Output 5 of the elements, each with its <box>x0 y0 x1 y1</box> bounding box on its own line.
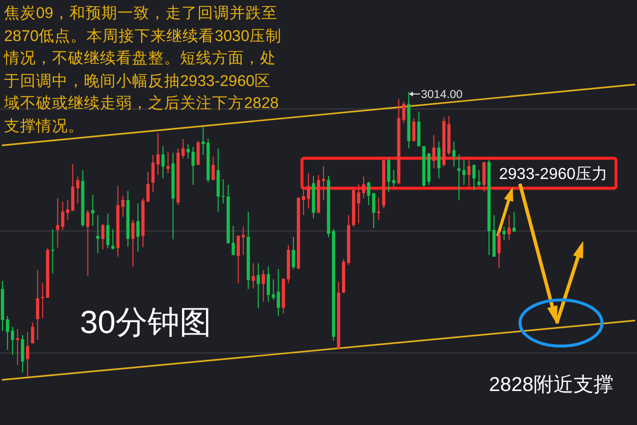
annotation: 2828附近支撑 <box>489 374 614 396</box>
annotation: 3014.00 <box>421 89 463 101</box>
annotation: 30分钟图 <box>80 304 212 340</box>
annotation: 焦炭09，和预期一致，走了回调并跌至2870低点。本周接下来继续看3030压制情况，不破继续看盘整。短线方面，处于回调中，晚间小幅反抽2933-2960区域不破或继续走弱，之后关注下方2828支撑情况。 <box>4 4 282 136</box>
annotation: 2933-2960压力 <box>499 165 608 183</box>
